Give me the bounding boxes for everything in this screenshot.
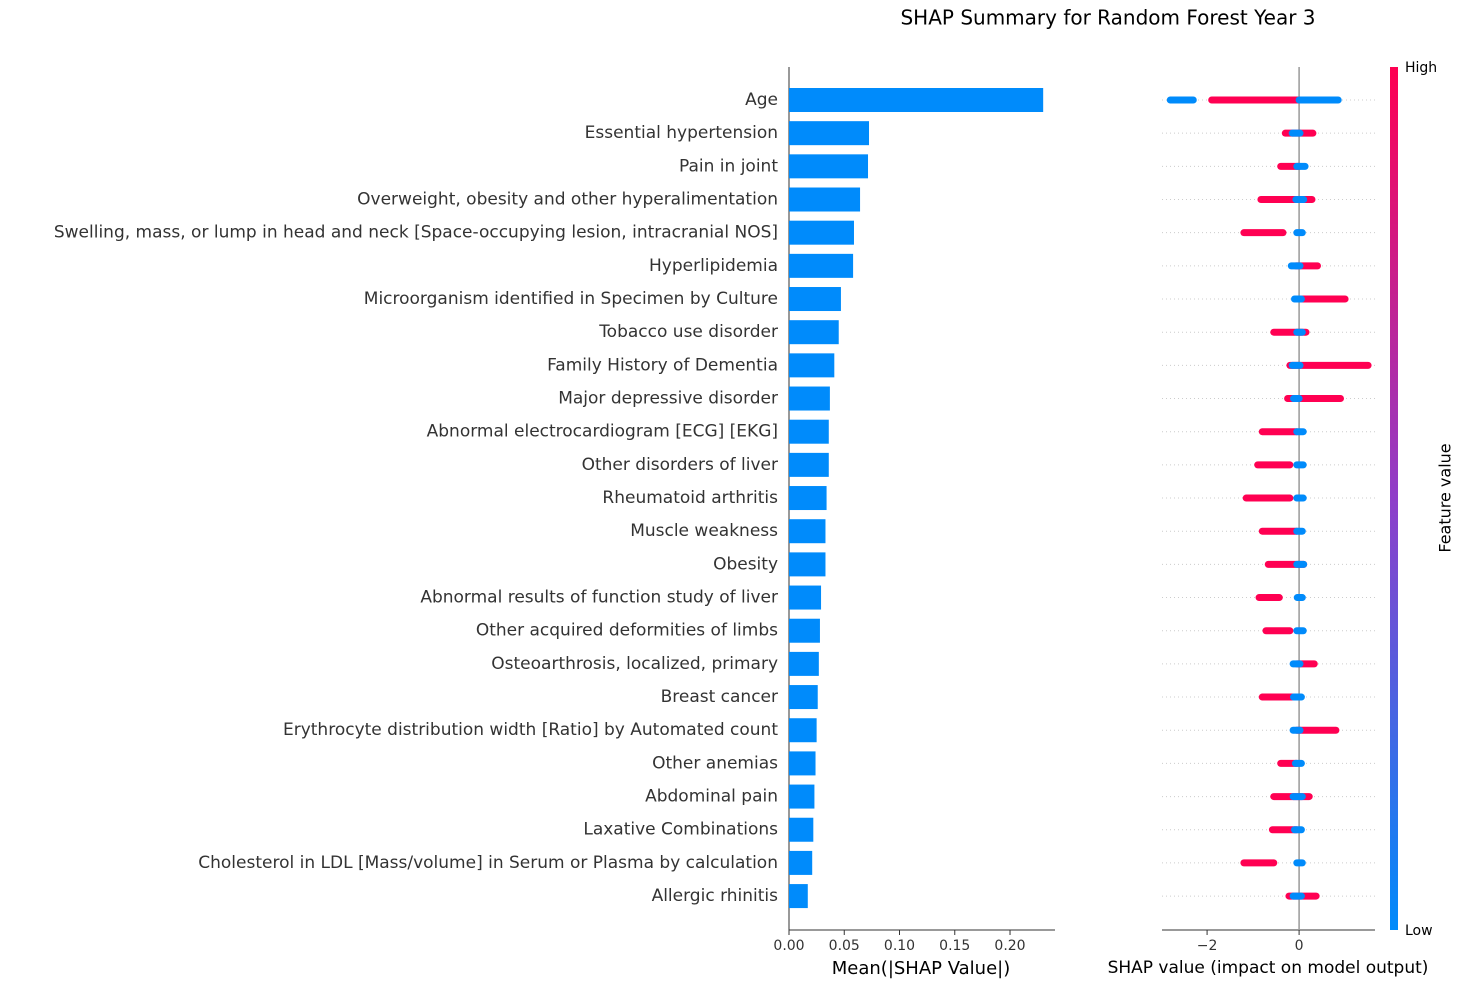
y-tick-label: Swelling, mass, or lump in head and neck…	[54, 223, 778, 243]
bar	[789, 320, 839, 345]
y-tick-label: Abnormal results of function study of li…	[420, 588, 778, 608]
y-tick-label: Laxative Combinations	[583, 820, 778, 840]
bar	[789, 287, 841, 312]
bar	[789, 386, 830, 411]
bar	[789, 452, 829, 477]
y-tick-label: Abnormal electrocardiogram [ECG] [EKG]	[427, 422, 778, 442]
bar	[789, 884, 808, 909]
y-tick-label: Other acquired deformities of limbs	[476, 621, 778, 641]
bar	[789, 220, 854, 245]
y-tick-label: Allergic rhinitis	[652, 886, 779, 906]
x-tick-label: 0.10	[884, 938, 915, 954]
y-tick-label: Pain in joint	[679, 156, 778, 176]
bar	[789, 585, 822, 610]
y-tick-label: Muscle weakness	[630, 521, 778, 541]
bar	[789, 618, 820, 643]
y-tick-label: Cholesterol in LDL [Mass/volume] in Seru…	[198, 853, 778, 873]
colorbar	[1390, 67, 1398, 930]
y-tick-label: Tobacco use disorder	[598, 322, 778, 342]
colorbar-low: Low	[1405, 923, 1433, 939]
x-axis-label: SHAP value (impact on model output)	[1108, 958, 1429, 978]
x-axis-label: Mean(|SHAP Value|)	[832, 958, 1011, 979]
bar	[789, 685, 818, 710]
bar	[789, 519, 826, 544]
bar	[789, 419, 829, 444]
y-tick-label: Other anemias	[652, 753, 778, 773]
y-tick-label: Breast cancer	[661, 687, 778, 707]
bar	[789, 253, 854, 278]
bar	[789, 784, 815, 809]
y-tick-label: Obesity	[713, 554, 778, 574]
y-tick-label: Overweight, obesity and other hyperalime…	[357, 190, 778, 210]
colorbar-label: Feature value	[1436, 443, 1455, 552]
bar	[789, 751, 816, 776]
y-tick-label: Rheumatoid arthritis	[602, 488, 778, 508]
bar	[789, 850, 813, 875]
bar	[789, 88, 1044, 112]
x-tick-label: 0.15	[939, 938, 970, 954]
y-tick-label: Osteoarthrosis, localized, primary	[491, 654, 778, 674]
chart-title: SHAP Summary for Random Forest Year 3	[900, 6, 1315, 30]
bar	[789, 486, 827, 511]
x-tick-label: 0	[1295, 938, 1304, 954]
colorbar-high: High	[1405, 60, 1437, 76]
y-tick-label: Abdominal pain	[645, 787, 778, 807]
x-tick-label: 0.00	[773, 938, 804, 954]
y-tick-label: Microorganism identified in Specimen by …	[364, 289, 778, 309]
bar	[789, 121, 870, 146]
bar	[789, 651, 819, 676]
y-tick-label: Erythrocyte distribution width [Ratio] b…	[283, 720, 778, 740]
y-tick-label: Hyperlipidemia	[649, 256, 778, 276]
bar	[789, 353, 835, 378]
y-tick-label: Age	[745, 90, 778, 110]
bar	[789, 718, 817, 743]
y-tick-label: Other disorders of liver	[582, 455, 778, 475]
y-tick-label: Family History of Dementia	[547, 355, 778, 375]
x-tick-label: −2	[1197, 938, 1218, 954]
y-tick-label: Essential hypertension	[585, 123, 778, 143]
bar	[789, 154, 869, 179]
y-tick-label: Major depressive disorder	[558, 389, 778, 409]
x-tick-label: 0.20	[994, 938, 1025, 954]
bar	[789, 552, 826, 577]
bar	[789, 817, 814, 842]
x-tick-label: 0.05	[829, 938, 860, 954]
bar	[789, 187, 861, 212]
